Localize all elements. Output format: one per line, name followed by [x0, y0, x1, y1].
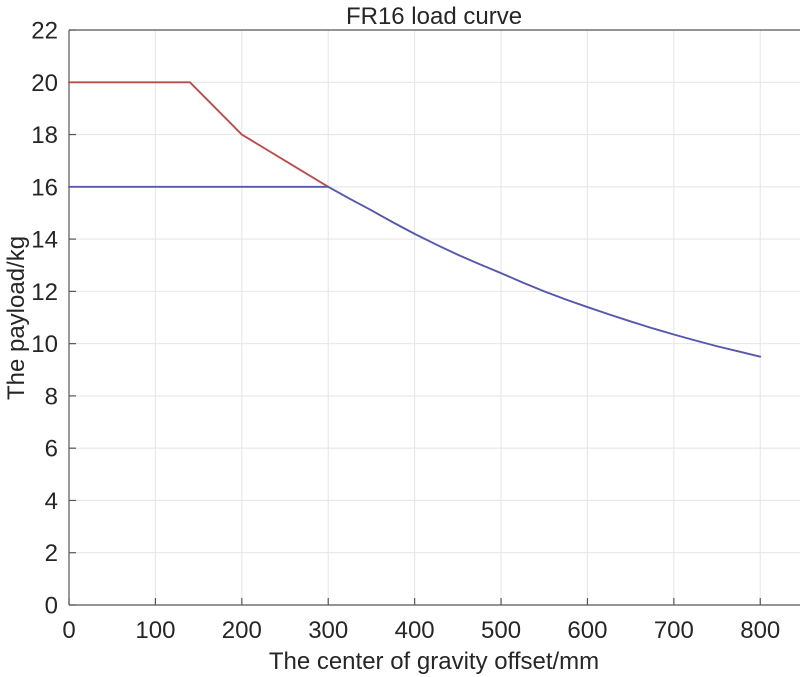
y-tick-label: 18 — [31, 122, 58, 149]
x-tick-label: 800 — [740, 617, 780, 644]
y-tick-label: 14 — [31, 227, 58, 254]
grid-layer — [69, 30, 800, 605]
x-tick-label: 500 — [481, 617, 521, 644]
x-tick-label: 400 — [395, 617, 435, 644]
y-axis-label: The payload/kg — [3, 236, 30, 400]
x-tick-label: 600 — [567, 617, 607, 644]
y-tick-label: 16 — [31, 174, 58, 201]
x-tick-label: 100 — [135, 617, 175, 644]
y-tick-label: 12 — [31, 279, 58, 306]
y-tick-label: 2 — [45, 540, 58, 567]
blue-curve-path — [68, 185, 762, 358]
y-tick-label: 6 — [45, 436, 58, 463]
y-tick-label: 20 — [31, 70, 58, 97]
y-tick-label: 4 — [45, 488, 58, 515]
y-tick-label: 22 — [31, 18, 58, 45]
red-curve-path — [68, 81, 330, 188]
axes-layer — [68, 29, 800, 606]
x-axis-label: The center of gravity offset/mm — [269, 648, 599, 675]
x-tick-label: 300 — [308, 617, 348, 644]
x-tick-label: 700 — [654, 617, 694, 644]
y-tick-label: 10 — [31, 331, 58, 358]
chart-title: FR16 load curve — [346, 3, 522, 30]
tick-label-layer: 0 100 200 300 400 500 600 700 800 0 2 4 6 8 10 12 14 16 18… — [31, 18, 780, 645]
series-layer — [68, 81, 762, 358]
y-tick-label: 0 — [45, 593, 58, 620]
x-tick-label: 200 — [222, 617, 262, 644]
y-tick-label: 8 — [45, 383, 58, 410]
x-tick-label: 0 — [62, 617, 75, 644]
